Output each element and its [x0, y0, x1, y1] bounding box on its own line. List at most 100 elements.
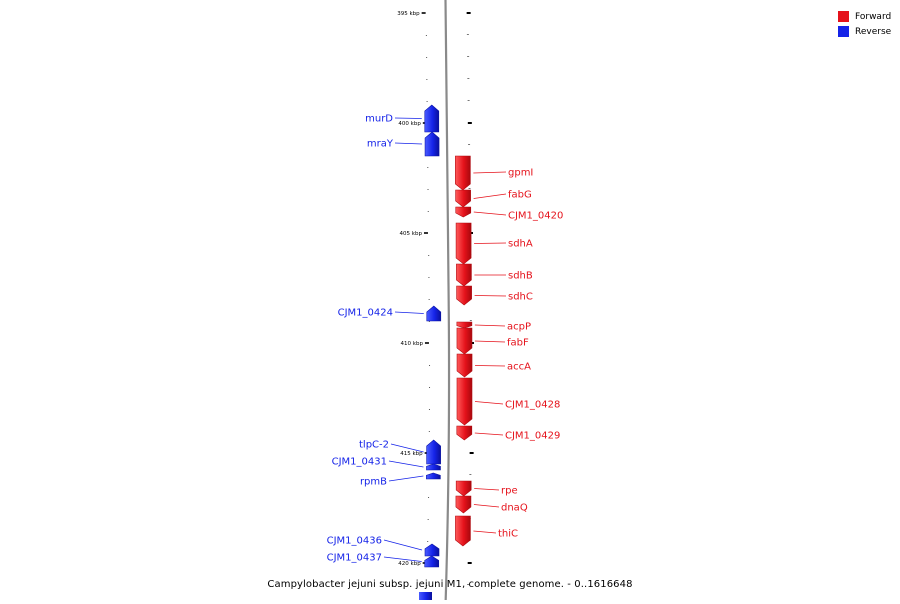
right-tick: [468, 144, 471, 145]
gene-label-sdha: sdhA: [508, 239, 533, 250]
gene-arrow-fabf: [456, 327, 473, 355]
legend: Forward Reverse: [838, 9, 891, 39]
scale-label: 395 kbp: [397, 11, 420, 17]
gene-leader-line: [473, 211, 507, 216]
minor-tick: [428, 299, 430, 300]
gene-label-cjm1_0436: CJM1_0436: [327, 536, 382, 547]
gene-label-gpmi: gpmI: [508, 168, 533, 179]
gene-arrow-mray: [424, 131, 440, 157]
gene-arrow-sdhc: [456, 285, 472, 306]
gene-arrow-dnaq: [455, 495, 472, 514]
gene-arrow-murd: [424, 104, 440, 133]
gene-leader-line: [474, 324, 506, 327]
minor-tick: [428, 431, 430, 432]
gene-arrow-cjm1_0431: [426, 463, 441, 471]
right-tick: [467, 584, 470, 585]
gene-leader-line: [474, 401, 504, 405]
right-tick: [466, 12, 471, 14]
legend-forward-label: Forward: [855, 11, 892, 22]
gene-label-acca: accA: [507, 362, 531, 373]
right-tick: [467, 100, 470, 101]
right-tick: [468, 188, 471, 189]
gene-leader-line: [383, 556, 422, 562]
gene-arrow-thic: [455, 515, 471, 547]
gene-arrow-cjm1_0429: [456, 425, 473, 441]
gene-arrow-cjm1_0436: [424, 543, 440, 557]
legend-reverse-swatch: [838, 26, 849, 37]
genome-caption: Campylobacter jejuni subsp. jejuni M1, c…: [267, 579, 633, 590]
gene-label-rpmb: rpmB: [360, 477, 387, 488]
gene-leader-line: [474, 242, 507, 244]
gene-label-fabf: fabF: [507, 338, 529, 349]
scale-label: 420 kbp: [398, 561, 421, 567]
gene-arrow-sdhb: [456, 263, 472, 287]
scale-label: 400 kbp: [398, 121, 421, 127]
gene-leader-line: [394, 311, 424, 314]
gene-label-cjm1_0437: CJM1_0437: [327, 553, 382, 564]
gene-leader-line: [383, 539, 423, 551]
legend-forward-swatch: [838, 11, 849, 22]
gene-label-tlpc-2: tlpC-2: [359, 440, 389, 451]
minor-tick: [427, 167, 429, 168]
gene-label-rpe: rpe: [501, 486, 518, 497]
gene-arrow-fabg: [455, 189, 471, 208]
right-tick: [467, 122, 472, 124]
gene-arrow-continued: [419, 592, 432, 600]
gene-leader-line: [475, 365, 506, 367]
gene-leader-line: [473, 530, 497, 534]
minor-tick: [426, 101, 428, 102]
gene-arrow-cjm1_0420: [455, 206, 472, 218]
gene-label-cjm1_0420: CJM1_0420: [508, 211, 563, 222]
gene-leader-line: [473, 171, 507, 174]
minor-tick: [426, 79, 428, 80]
gene-label-acpp: acpP: [507, 322, 531, 333]
legend-forward: Forward: [838, 9, 891, 24]
gene-leader-line: [388, 475, 424, 482]
gene-leader-line: [474, 488, 500, 491]
right-tick: [466, 34, 469, 35]
gene-arrow-cjm1_0428: [456, 377, 473, 426]
legend-reverse: Reverse: [838, 24, 891, 39]
minor-tick: [427, 211, 429, 212]
gene-label-dnaq: dnaQ: [501, 503, 528, 514]
gene-arrow-rpmb: [426, 472, 441, 480]
gene-leader-line: [474, 340, 506, 343]
gene-leader-line: [394, 142, 423, 145]
gene-label-fabg: fabG: [508, 190, 532, 201]
gene-label-sdhc: sdhC: [508, 292, 533, 303]
gene-label-sdhb: sdhB: [508, 271, 533, 282]
right-tick: [467, 56, 470, 57]
gene-arrow-gpmi: [455, 155, 471, 191]
minor-tick: [428, 409, 430, 410]
gene-leader-line: [390, 443, 424, 453]
scale-label: 415 kbp: [400, 451, 423, 457]
gene-leader-line: [388, 460, 424, 468]
gene-arrow-acpp: [456, 321, 473, 329]
gene-leader-line: [473, 193, 507, 199]
gene-leader-line: [473, 504, 500, 508]
gene-leader-line: [394, 117, 422, 119]
right-tick: [469, 452, 474, 454]
gene-label-mray: mraY: [367, 139, 394, 150]
right-tick: [467, 562, 472, 564]
minor-tick: [426, 57, 428, 58]
minor-tick: [426, 585, 428, 586]
gene-leader-line: [474, 432, 504, 436]
right-tick: [469, 320, 472, 321]
minor-tick: [427, 189, 429, 190]
minor-tick: [428, 321, 430, 322]
gene-label-cjm1_0424: CJM1_0424: [338, 308, 393, 319]
scale-label: 410 kbp: [401, 341, 424, 347]
genome-backbone: [444, 0, 451, 603]
minor-tick: [429, 387, 431, 388]
minor-tick: [429, 365, 431, 366]
minor-tick: [428, 255, 430, 256]
gene-label-murd: murD: [365, 114, 393, 125]
gene-arrow-cjm1_0424: [426, 305, 442, 322]
gene-leader-line: [474, 295, 507, 297]
minor-tick: [427, 519, 429, 520]
gene-arrow-acca: [456, 353, 473, 378]
right-tick: [467, 78, 470, 79]
